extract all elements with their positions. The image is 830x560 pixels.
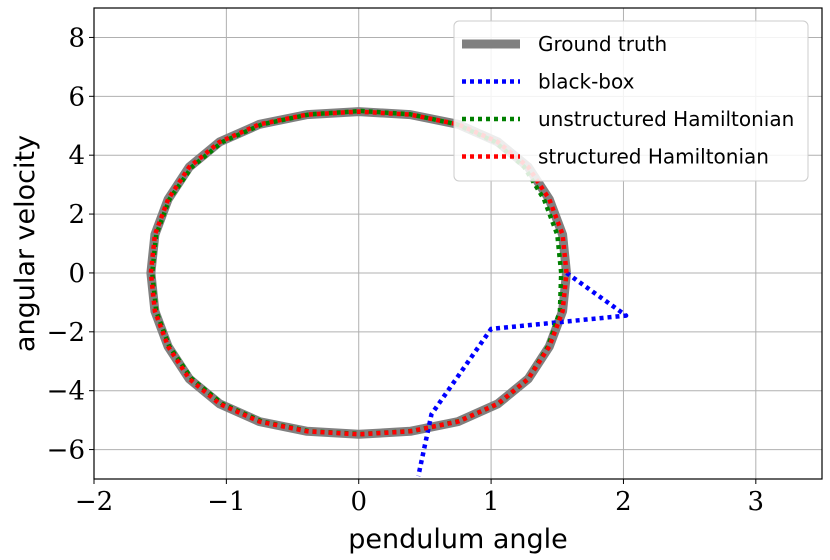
plot-frame xyxy=(93,7,823,480)
x-axis-label: pendulum angle xyxy=(348,524,568,555)
x-tick-label: 0 xyxy=(350,487,367,517)
y-tick-label: −4 xyxy=(47,377,85,407)
legend-label-unstructured-hamiltonian: unstructured Hamiltonian xyxy=(538,107,794,131)
legend-label-ground-truth: Ground truth xyxy=(538,32,667,56)
y-tick-label: −2 xyxy=(47,318,85,348)
x-tick-label: 1 xyxy=(483,487,500,517)
x-tick-label: −2 xyxy=(75,487,113,517)
y-tick-label: 8 xyxy=(68,23,85,53)
y-tick-label: −6 xyxy=(47,436,85,466)
axis-ticks: −2 −1 0 1 2 3 −6 −4 −2 0 2 4 6 8 xyxy=(47,23,764,517)
x-tick-label: 3 xyxy=(748,487,765,517)
x-tick-label: 2 xyxy=(615,487,632,517)
series-line-black-box xyxy=(416,271,629,477)
legend-label-black-box: black-box xyxy=(538,70,635,94)
legend-box xyxy=(453,20,809,182)
legend: Ground truth black-box unstructured Hamilt… xyxy=(453,20,809,182)
x-tick-label: −1 xyxy=(207,487,245,517)
y-tick-label: 2 xyxy=(68,200,85,230)
y-tick-label: 0 xyxy=(68,259,85,289)
y-tick-label: 4 xyxy=(68,141,85,171)
y-tick-label: 6 xyxy=(68,82,85,112)
legend-label-structured-hamiltonian: structured Hamiltonian xyxy=(538,145,769,169)
series-line-structured-hamiltonian xyxy=(148,109,569,437)
y-axis-label: angular velocity xyxy=(10,135,41,352)
